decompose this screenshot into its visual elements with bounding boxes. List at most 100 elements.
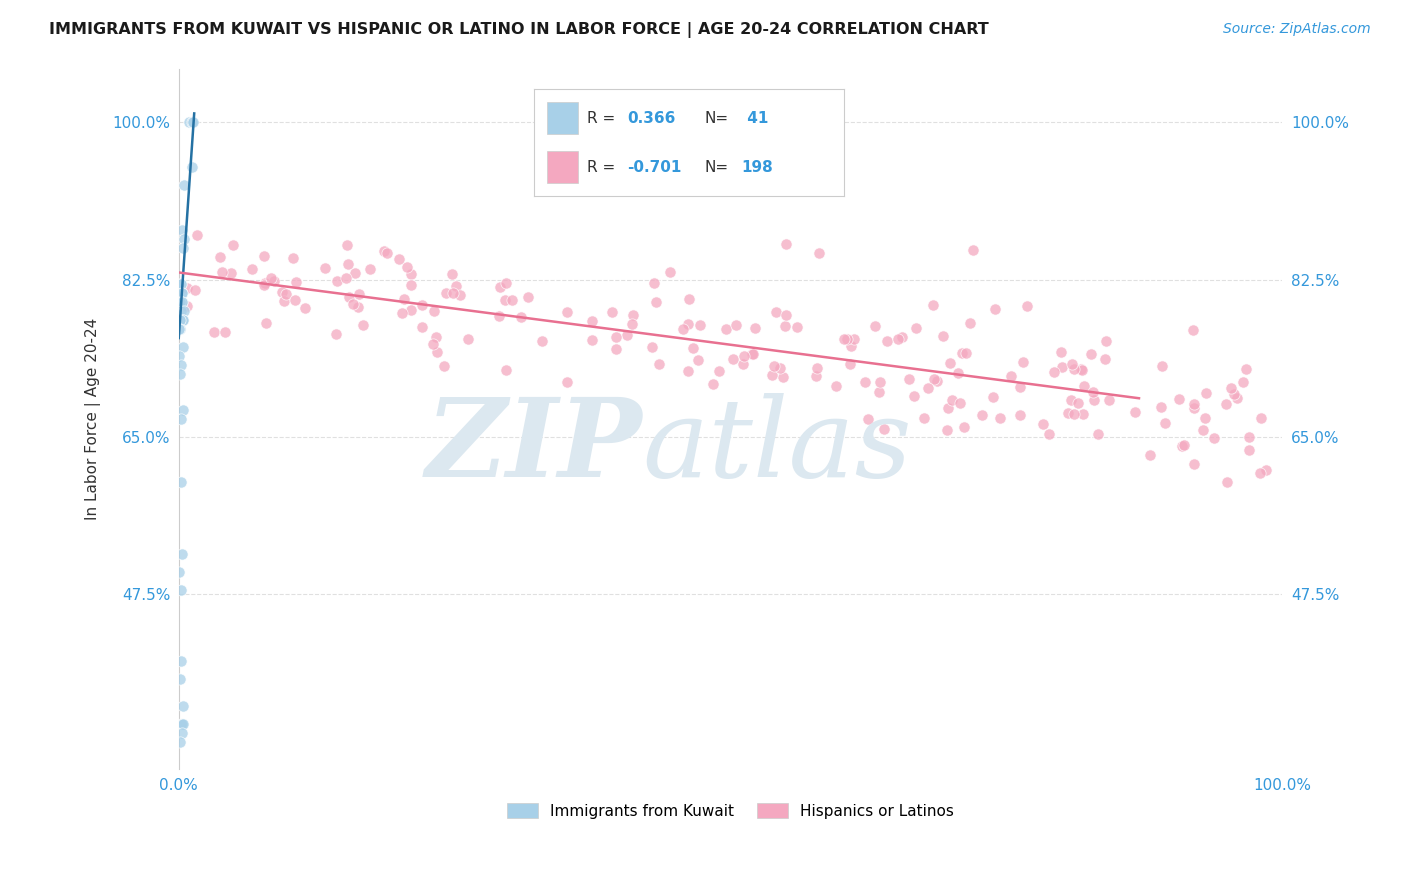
Point	[169, 313, 191, 327]
Point	[1226, 391, 1249, 405]
Point	[676, 317, 699, 331]
Point	[605, 342, 627, 356]
Bar	[547, 152, 578, 184]
Point	[709, 364, 731, 378]
Point	[936, 401, 959, 415]
Point	[962, 243, 984, 257]
Point	[1249, 466, 1271, 480]
Point	[169, 367, 191, 381]
Point	[641, 340, 664, 354]
Point	[1087, 427, 1109, 442]
Point	[184, 284, 207, 298]
Point	[260, 271, 283, 285]
Point	[294, 301, 316, 316]
Text: Source: ZipAtlas.com: Source: ZipAtlas.com	[1223, 22, 1371, 37]
Point	[399, 277, 422, 292]
Point	[1216, 475, 1239, 489]
Point	[170, 582, 193, 597]
Point	[172, 223, 194, 237]
Point	[172, 313, 194, 327]
Point	[457, 333, 479, 347]
Point	[170, 295, 193, 310]
Point	[775, 308, 797, 322]
Point	[927, 374, 949, 388]
Point	[1081, 384, 1104, 399]
Point	[172, 699, 194, 714]
Text: 0.366: 0.366	[627, 111, 675, 126]
Point	[903, 389, 925, 403]
Point	[1182, 323, 1205, 337]
Point	[1123, 405, 1146, 419]
Point	[1182, 397, 1205, 411]
Point	[202, 325, 225, 339]
Point	[873, 422, 896, 436]
Point	[325, 326, 347, 341]
Point	[1098, 392, 1121, 407]
Point	[676, 364, 699, 378]
Point	[395, 260, 418, 274]
Point	[953, 420, 976, 434]
Point	[1256, 463, 1278, 477]
Point	[648, 357, 671, 371]
Point	[214, 326, 236, 340]
Point	[170, 726, 193, 740]
Point	[806, 360, 828, 375]
Point	[177, 115, 200, 129]
Point	[678, 292, 700, 306]
Point	[959, 316, 981, 330]
Point	[1067, 395, 1090, 409]
Point	[391, 306, 413, 320]
Point	[373, 244, 395, 258]
Point	[1182, 401, 1205, 416]
Point	[495, 362, 517, 376]
Point	[173, 304, 195, 318]
Point	[949, 395, 972, 409]
Point	[352, 318, 374, 332]
Point	[1191, 423, 1213, 437]
Point	[170, 717, 193, 731]
Point	[1223, 386, 1246, 401]
Point	[1032, 417, 1054, 431]
Point	[1050, 359, 1073, 374]
Point	[172, 313, 194, 327]
Point	[401, 267, 423, 281]
Point	[253, 249, 276, 263]
Point	[1215, 397, 1237, 411]
Point	[169, 295, 191, 310]
Point	[733, 357, 755, 371]
Point	[988, 411, 1011, 425]
Point	[869, 376, 891, 390]
Point	[284, 293, 307, 308]
Point	[1094, 352, 1116, 367]
Point	[970, 408, 993, 422]
Point	[1080, 346, 1102, 360]
Point	[170, 277, 193, 292]
Point	[863, 318, 886, 333]
Point	[170, 304, 193, 318]
Text: 198: 198	[741, 160, 773, 175]
Point	[1153, 416, 1175, 430]
Point	[938, 356, 960, 370]
Point	[1220, 381, 1243, 395]
Text: IMMIGRANTS FROM KUWAIT VS HISPANIC OR LATINO IN LABOR FORCE | AGE 20-24 CORRELAT: IMMIGRANTS FROM KUWAIT VS HISPANIC OR LA…	[49, 22, 988, 38]
Point	[936, 423, 959, 437]
Point	[359, 261, 381, 276]
Point	[619, 413, 641, 427]
Point	[876, 334, 898, 348]
Text: N=: N=	[704, 160, 728, 175]
Point	[530, 334, 553, 349]
Bar	[547, 102, 578, 134]
Point	[180, 161, 202, 175]
Point	[890, 329, 912, 343]
Point	[1150, 401, 1173, 415]
Point	[1182, 457, 1205, 471]
Point	[744, 320, 766, 334]
Text: R =: R =	[586, 111, 614, 126]
Point	[898, 372, 921, 386]
Text: R =: R =	[586, 160, 614, 175]
Point	[169, 673, 191, 687]
Point	[314, 260, 336, 275]
Point	[1038, 426, 1060, 441]
Point	[347, 300, 370, 314]
Point	[167, 322, 190, 336]
